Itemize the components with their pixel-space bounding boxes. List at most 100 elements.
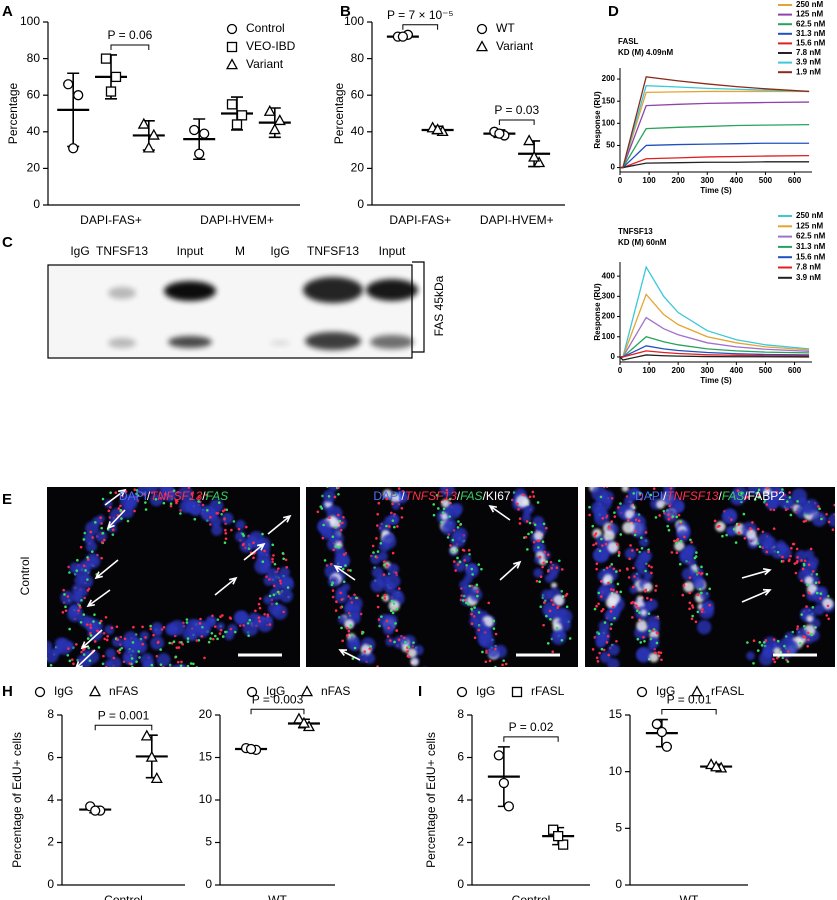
rna-dot bbox=[415, 667, 418, 670]
nucleus bbox=[441, 522, 455, 535]
legend-label: nFAS bbox=[321, 684, 350, 698]
rna-dot bbox=[693, 556, 697, 560]
rna-dot bbox=[246, 621, 250, 625]
nucleus bbox=[795, 550, 808, 563]
rna-dot bbox=[341, 567, 345, 571]
rna-dot bbox=[690, 617, 694, 621]
rna-dot bbox=[663, 481, 666, 484]
rna-dot bbox=[602, 669, 605, 672]
rna-dot bbox=[149, 627, 153, 631]
rna-dot bbox=[485, 651, 488, 654]
rna-dot bbox=[607, 653, 611, 657]
rna-dot bbox=[172, 640, 176, 644]
rna-dot bbox=[197, 638, 201, 642]
rna-dot bbox=[752, 639, 756, 642]
bracket bbox=[503, 736, 559, 742]
rna-dot bbox=[480, 567, 483, 571]
nucleus bbox=[245, 535, 259, 549]
rna-dot bbox=[528, 521, 532, 525]
rna-dot bbox=[397, 487, 401, 490]
rna-dot bbox=[201, 625, 204, 629]
rna-dot bbox=[63, 593, 66, 596]
rna-dot bbox=[258, 619, 261, 623]
rna-dot bbox=[390, 511, 393, 515]
point bbox=[710, 760, 723, 772]
rna-dot bbox=[646, 596, 649, 600]
rna-dot bbox=[667, 528, 671, 532]
rna-dot bbox=[390, 599, 394, 603]
rna-dot bbox=[775, 656, 779, 660]
rna-dot bbox=[636, 609, 639, 613]
rna-dot bbox=[372, 551, 375, 554]
rna-dot bbox=[599, 495, 603, 499]
arrow bbox=[104, 488, 127, 506]
rna-dot bbox=[732, 527, 736, 531]
rna-dot bbox=[558, 559, 561, 563]
rna-dot bbox=[188, 487, 191, 488]
rna-dot bbox=[379, 671, 382, 674]
rna-dot bbox=[691, 606, 695, 609]
legend-label: 250 nM bbox=[796, 0, 823, 9]
side-label: Control bbox=[18, 557, 32, 596]
nucleus bbox=[112, 636, 123, 648]
rna-dot bbox=[456, 526, 460, 529]
rna-dot bbox=[383, 563, 386, 567]
nucleus bbox=[60, 590, 75, 605]
nucleus bbox=[224, 630, 234, 641]
point bbox=[189, 124, 200, 136]
rna-dot bbox=[607, 525, 611, 529]
annotation: P = 0.001 bbox=[98, 708, 150, 722]
rna-dot bbox=[761, 530, 765, 534]
y-tick-label: 0 bbox=[615, 877, 622, 891]
rna-dot bbox=[119, 504, 122, 508]
rna-dot bbox=[631, 484, 634, 487]
rna-dot bbox=[800, 559, 803, 562]
rna-dot bbox=[67, 647, 70, 650]
y-tick-label: 50 bbox=[606, 141, 615, 150]
rna-dot bbox=[175, 672, 178, 675]
rna-dot bbox=[162, 484, 165, 487]
y-axis-label: Response (RU) bbox=[593, 283, 602, 341]
rna-dot bbox=[781, 488, 784, 491]
nucleus bbox=[679, 548, 692, 561]
rna-dot bbox=[772, 527, 776, 530]
nucleus bbox=[806, 555, 819, 569]
rna-dot bbox=[609, 610, 613, 613]
annotation: P = 0.02 bbox=[509, 720, 554, 734]
x-tick-label: WT bbox=[680, 893, 699, 900]
rna-dot bbox=[261, 532, 264, 536]
rna-dot bbox=[101, 497, 105, 501]
image-label-part: FAS bbox=[206, 489, 228, 503]
rna-dot bbox=[449, 544, 452, 547]
rna-dot bbox=[347, 629, 351, 633]
point bbox=[493, 750, 505, 761]
x-tick-label: DAPI-HVEM+ bbox=[200, 213, 274, 227]
cell-marker bbox=[636, 619, 648, 632]
rna-dot bbox=[675, 551, 679, 555]
rna-dot bbox=[800, 613, 803, 616]
rna-dot bbox=[397, 587, 401, 590]
rna-dot bbox=[112, 670, 115, 673]
nucleus bbox=[328, 487, 340, 492]
rna-dot bbox=[743, 536, 747, 540]
nucleus bbox=[779, 543, 789, 553]
rna-dot bbox=[651, 670, 654, 673]
rna-dot bbox=[596, 660, 600, 663]
rna-dot bbox=[825, 512, 828, 516]
rna-dot bbox=[632, 585, 635, 589]
rna-dot bbox=[225, 508, 228, 512]
rna-dot bbox=[688, 591, 692, 595]
rna-dot bbox=[595, 656, 599, 660]
rna-dot bbox=[368, 647, 372, 650]
rna-dot bbox=[461, 599, 465, 602]
panel-letter: A bbox=[2, 3, 13, 20]
nucleus bbox=[607, 643, 620, 656]
legend-label: rFASL bbox=[531, 684, 565, 698]
rna-dot bbox=[72, 662, 75, 666]
rna-dot bbox=[806, 583, 809, 587]
panel-letter: D bbox=[608, 3, 619, 20]
rna-dot bbox=[446, 536, 450, 539]
rna-dot bbox=[619, 590, 623, 594]
rna-dot bbox=[245, 525, 248, 529]
rna-dot bbox=[448, 515, 451, 518]
